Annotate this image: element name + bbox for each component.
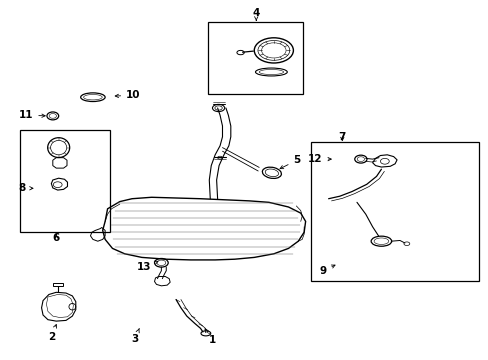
Text: 4: 4 <box>252 8 260 21</box>
Text: 1: 1 <box>204 329 216 345</box>
Text: 12: 12 <box>307 154 330 164</box>
Bar <box>20 130 110 232</box>
Text: 8: 8 <box>19 183 33 193</box>
Text: 2: 2 <box>48 325 57 342</box>
Bar <box>207 22 303 94</box>
Text: 3: 3 <box>131 329 139 344</box>
Bar <box>310 142 478 281</box>
Text: 5: 5 <box>280 155 300 168</box>
Text: 13: 13 <box>137 261 158 272</box>
Text: 6: 6 <box>53 233 60 243</box>
Text: 7: 7 <box>338 132 346 142</box>
Text: 9: 9 <box>319 265 334 276</box>
Text: 10: 10 <box>115 90 141 100</box>
Text: 11: 11 <box>19 110 45 120</box>
